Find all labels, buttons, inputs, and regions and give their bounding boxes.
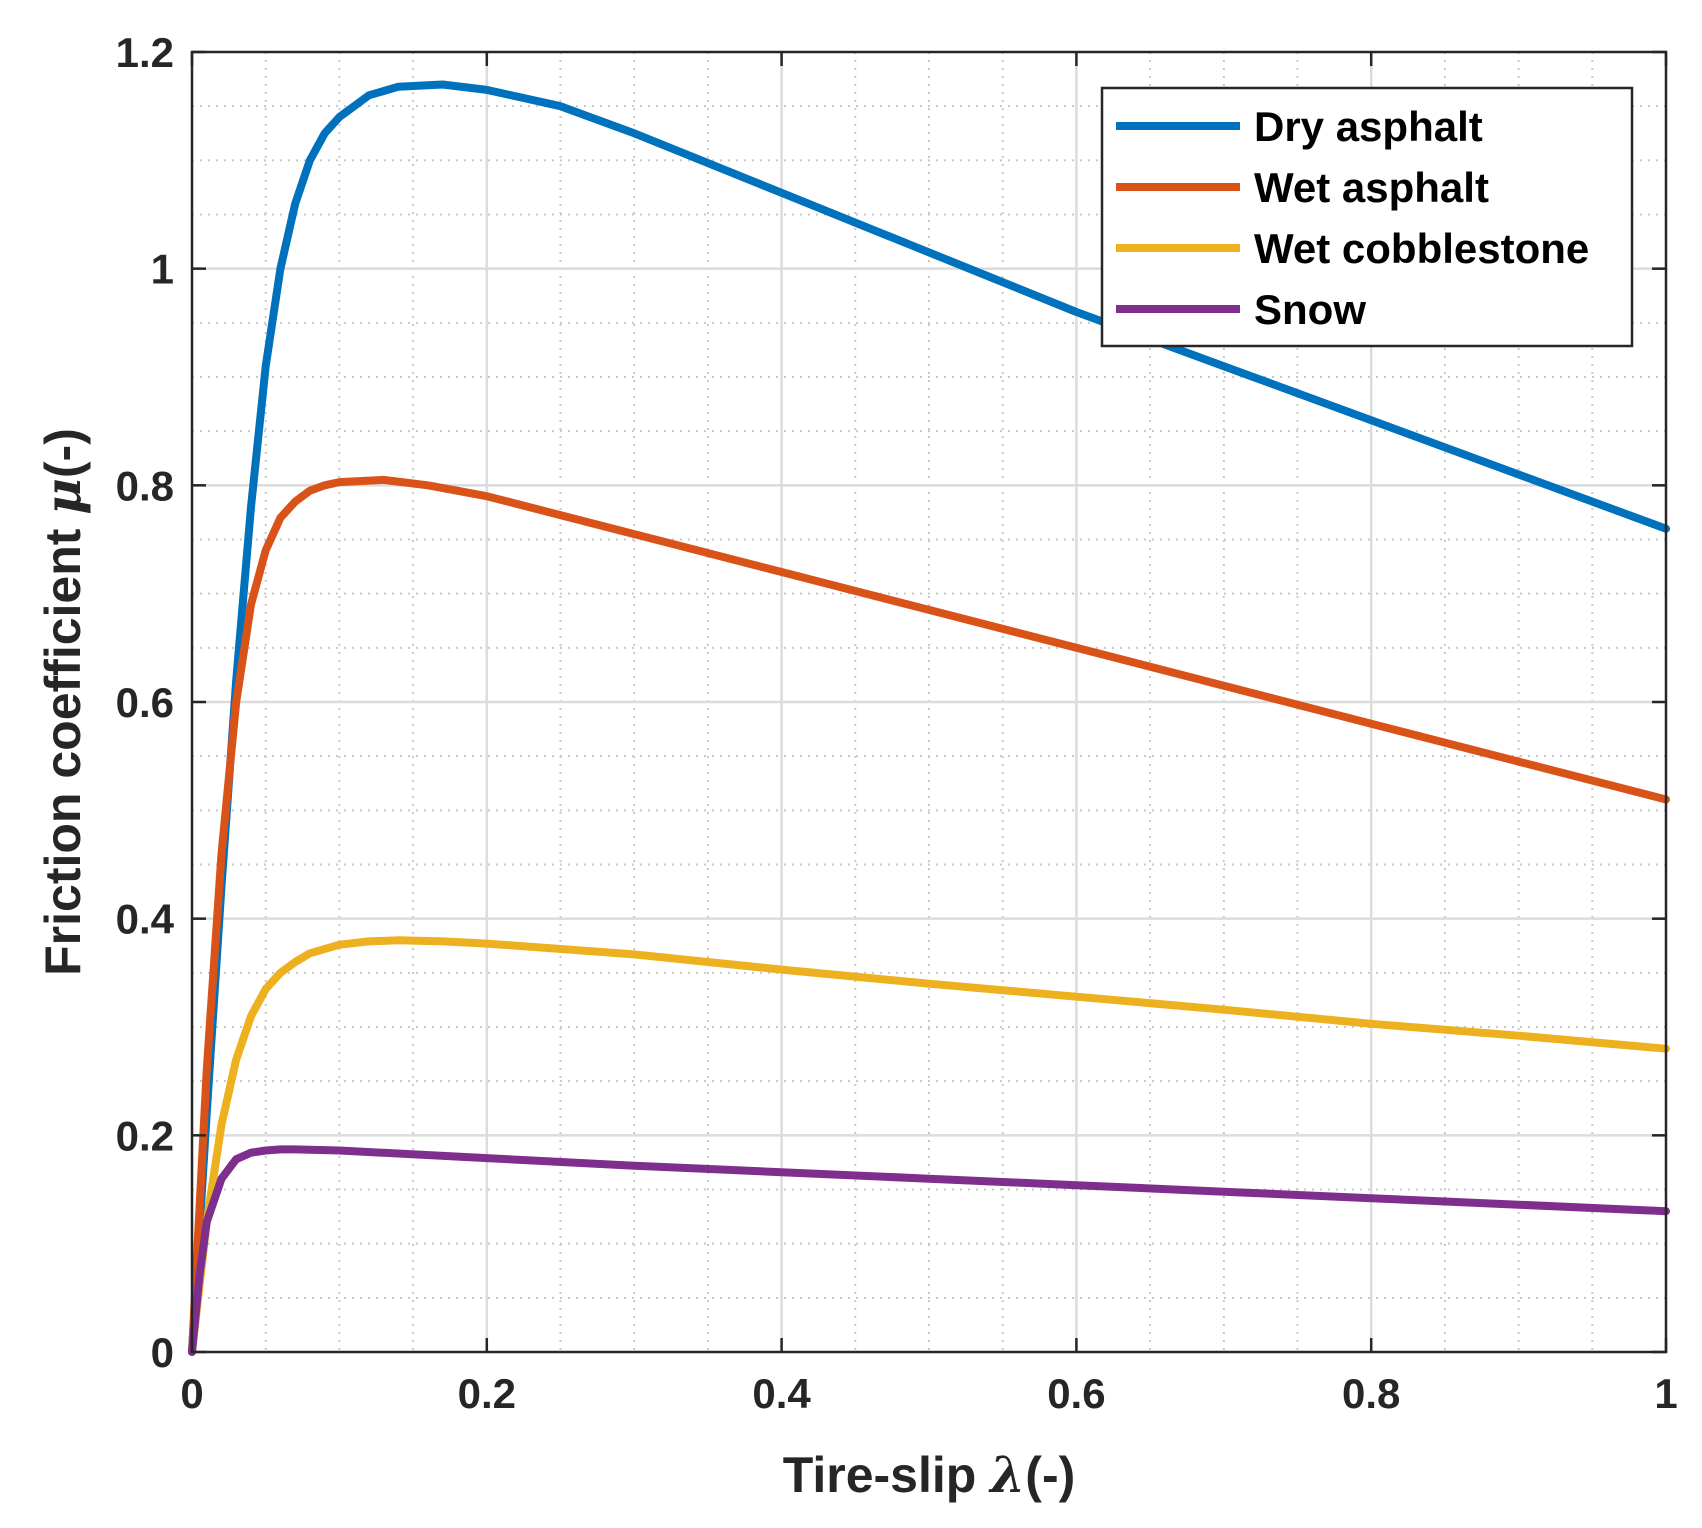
y-tick-label: 1: [151, 246, 174, 293]
legend-label: Wet asphalt: [1254, 164, 1489, 211]
series-line-wet-cobblestone: [188, 936, 1670, 1356]
x-tick-label: 0: [180, 1370, 203, 1417]
x-tick-label: 0.4: [752, 1370, 811, 1417]
x-tick-label: 0.6: [1047, 1370, 1105, 1417]
tick-labels: 0 0.2 0.4 0.6 0.8 1 0 0.2 0.4 0.6 0.8 1 1.2: [116, 29, 1678, 1417]
x-tick-label: 1: [1654, 1370, 1677, 1417]
x-axis-label: Tire-slip λ(-): [783, 1445, 1076, 1504]
legend-label: Snow: [1254, 286, 1366, 333]
y-tick-label: 0.2: [116, 1112, 174, 1159]
x-tick-label: 0.8: [1342, 1370, 1400, 1417]
y-tick-label: 0.6: [116, 679, 174, 726]
y-tick-label: 0.8: [116, 462, 174, 509]
series-line-wet-asphalt: [188, 475, 1670, 1356]
legend-label: Wet cobblestone: [1254, 225, 1589, 272]
series-line-snow: [188, 1145, 1670, 1356]
y-axis-label: Friction coefficient μ(-): [33, 428, 92, 976]
y-tick-label: 0.4: [116, 896, 175, 943]
x-tick-label: 0.2: [458, 1370, 516, 1417]
y-tick-label: 1.2: [116, 29, 174, 76]
legend-box: [1100, 86, 1634, 348]
axes: [190, 50, 1668, 1354]
legend: Dry asphalt Wet asphalt Wet cobblestone Sno…: [1100, 86, 1634, 348]
legend-label: Dry asphalt: [1254, 103, 1483, 150]
y-tick-label: 0: [151, 1329, 174, 1376]
